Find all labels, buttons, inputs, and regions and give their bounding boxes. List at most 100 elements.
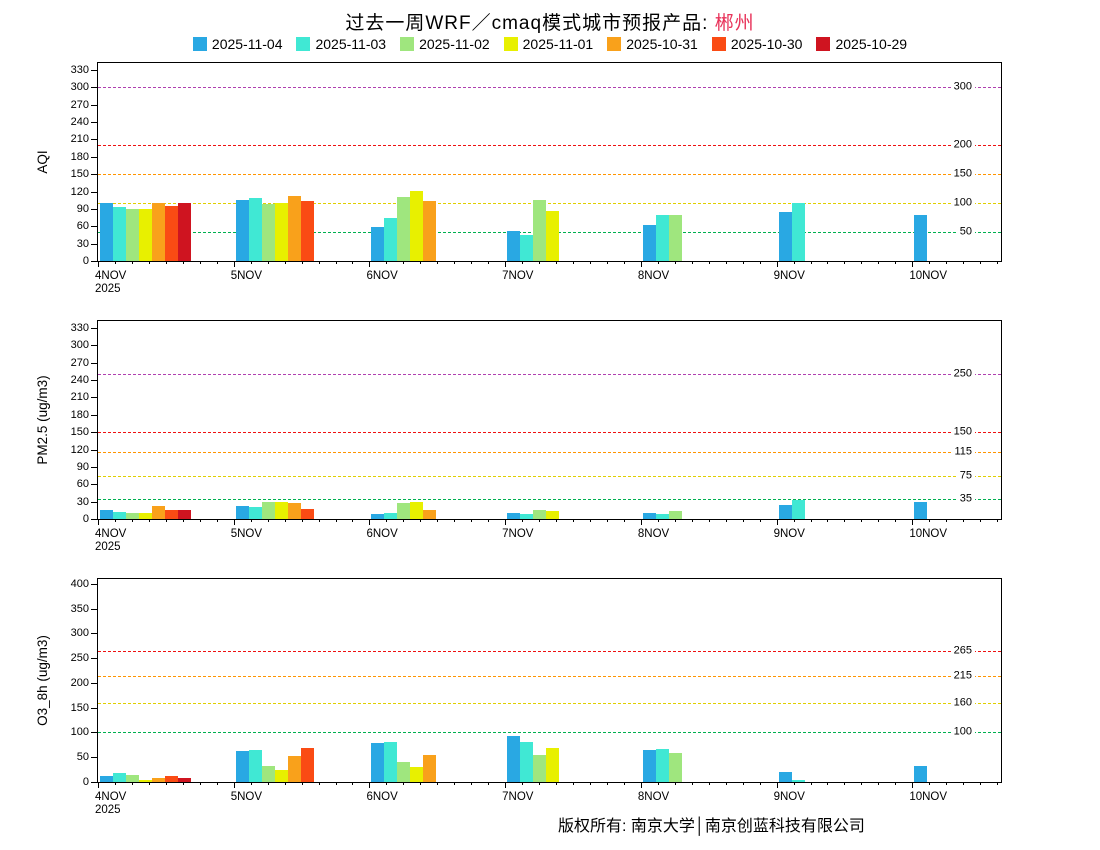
x-minor-tick — [267, 519, 269, 522]
ref-line-label: 200 — [950, 138, 975, 151]
y-tick-label: 350 — [70, 602, 89, 615]
ref-line-label: 300 — [950, 80, 975, 93]
bar-2025-10-31-6NOV — [423, 510, 437, 519]
x-minor-tick — [674, 782, 676, 785]
y-tick — [91, 69, 98, 71]
y-tick-label: 30 — [76, 237, 89, 250]
x-minor-tick — [301, 261, 303, 264]
legend-label: 2025-11-01 — [522, 36, 594, 52]
x-minor-tick — [589, 261, 591, 264]
y-tick — [91, 633, 98, 635]
bar-2025-11-04-9NOV — [778, 211, 792, 261]
x-minor-tick — [895, 519, 897, 522]
x-minor-tick — [844, 519, 846, 522]
bar-2025-11-04-6NOV — [371, 227, 385, 261]
x-minor-tick — [997, 519, 999, 522]
x-minor-tick — [827, 261, 829, 264]
x-minor-tick — [488, 782, 490, 785]
x-minor-tick — [742, 782, 744, 785]
x-minor-tick — [674, 261, 676, 264]
y-tick-label: 180 — [70, 150, 89, 163]
x-minor-tick — [861, 519, 863, 522]
legend-item: 2025-10-29 — [816, 36, 907, 52]
x-minor-tick — [589, 519, 591, 522]
x-minor-tick — [759, 519, 761, 522]
y-tick-label: 240 — [70, 374, 89, 387]
x-minor-tick — [250, 782, 252, 785]
bar-2025-11-04-6NOV — [371, 743, 385, 782]
x-major-tick — [369, 782, 371, 788]
y-tick-label: 50 — [76, 751, 89, 764]
bar-2025-11-01-4NOV — [139, 208, 152, 261]
bar-2025-11-03-9NOV — [791, 202, 805, 261]
bar-2025-10-30-5NOV — [300, 508, 314, 519]
bar-2025-11-02-7NOV — [533, 200, 547, 261]
x-tick-label: 10NOV — [909, 791, 948, 803]
bar-2025-11-01-5NOV — [274, 501, 288, 519]
y-tick — [91, 380, 98, 382]
x-minor-tick — [403, 519, 405, 522]
bar-2025-11-04-5NOV — [235, 506, 249, 519]
x-major-tick — [912, 519, 914, 525]
x-minor-tick — [708, 782, 710, 785]
bar-2025-11-01-6NOV — [410, 767, 424, 782]
x-minor-tick — [182, 782, 184, 785]
x-tick-label: 4NOV — [95, 528, 127, 540]
x-minor-tick — [199, 782, 201, 785]
y-tick-label: 150 — [70, 426, 89, 439]
y-tick-label: 330 — [70, 321, 89, 334]
bar-2025-10-29-4NOV — [178, 778, 191, 782]
x-tick-label: 5NOV — [230, 270, 263, 282]
x-minor-tick — [267, 782, 269, 785]
ref-line-label: 100 — [950, 725, 975, 738]
x-minor-tick — [606, 782, 608, 785]
x-major-tick — [912, 261, 914, 267]
y-tick — [91, 414, 98, 416]
x-minor-tick — [793, 519, 795, 522]
x-minor-tick — [878, 261, 880, 264]
bar-2025-11-03-6NOV — [384, 742, 398, 782]
bar-2025-10-31-4NOV — [152, 506, 165, 519]
ref-line-label: 265 — [950, 644, 975, 657]
x-minor-tick — [810, 261, 812, 264]
x-minor-tick — [216, 782, 218, 785]
y-tick — [91, 732, 98, 734]
chart-title: 过去一周WRF／cmaq模式城市预报产品: 郴州 — [0, 8, 1100, 35]
bar-2025-10-31-6NOV — [423, 754, 437, 782]
y-tick-label: 270 — [70, 98, 89, 111]
x-minor-tick — [623, 261, 625, 264]
legend-swatch — [400, 37, 415, 51]
ref-line-100 — [98, 203, 1001, 205]
y-tick — [91, 362, 98, 364]
x-minor-tick — [522, 261, 524, 264]
x-minor-tick — [810, 519, 812, 522]
x-minor-tick — [674, 519, 676, 522]
x-tick-label: 8NOV — [637, 270, 670, 282]
y-tick — [91, 139, 98, 141]
x-major-tick — [233, 261, 235, 267]
ref-line-250 — [98, 374, 1001, 376]
ref-line-150 — [98, 432, 1001, 434]
y-tick-label: 180 — [70, 408, 89, 421]
bar-2025-11-03-9NOV — [791, 779, 805, 782]
x-minor-tick — [725, 782, 727, 785]
x-minor-tick — [623, 782, 625, 785]
legend-label: 2025-10-30 — [730, 36, 803, 52]
bar-2025-11-04-10NOV — [914, 214, 928, 261]
x-minor-tick — [573, 782, 575, 785]
bar-2025-11-02-6NOV — [397, 762, 411, 782]
ref-line-label: 35 — [956, 492, 975, 505]
bar-2025-11-02-6NOV — [397, 197, 411, 261]
ref-line-265 — [98, 650, 1001, 652]
bar-2025-10-30-4NOV — [165, 776, 178, 782]
x-minor-tick — [895, 261, 897, 264]
x-minor-tick — [403, 782, 405, 785]
x-minor-tick — [318, 519, 320, 522]
x-minor-tick — [182, 261, 184, 264]
bar-2025-11-01-5NOV — [274, 203, 288, 261]
ref-line-label: 250 — [950, 367, 975, 380]
x-minor-tick — [827, 782, 829, 785]
x-minor-tick — [759, 261, 761, 264]
x-minor-tick — [403, 261, 405, 264]
y-axis-label-aqi: AQI — [35, 150, 50, 174]
